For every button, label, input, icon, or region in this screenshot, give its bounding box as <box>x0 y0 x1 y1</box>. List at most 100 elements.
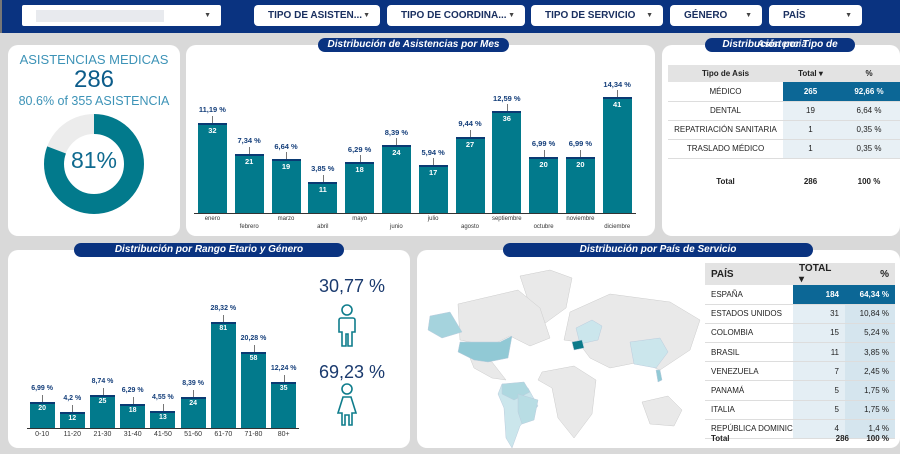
cell-pct: 1,75 % <box>845 400 895 420</box>
label-leader-line <box>617 90 619 98</box>
cell-pct: 2,45 % <box>845 361 895 382</box>
map-usa <box>457 335 513 363</box>
bar[interactable] <box>271 382 297 428</box>
bar-percent-label: 5,94 % <box>421 147 445 157</box>
bar-value-label: 20 <box>576 159 585 169</box>
label-leader-line <box>42 394 44 402</box>
bar-percent-label: 11,19 % <box>198 105 226 115</box>
bar[interactable] <box>271 159 301 213</box>
bar-value-label: 20 <box>539 159 548 169</box>
bar[interactable] <box>241 351 266 428</box>
donut-fill <box>44 114 144 214</box>
cell-type: MÉDICO <box>668 82 783 102</box>
map-spain <box>571 339 585 351</box>
kpi-subtitle: 80.6% of 355 ASISTENCIA <box>18 94 170 108</box>
bar-percent-label: 8,39 % <box>182 379 204 387</box>
bar[interactable] <box>529 156 559 213</box>
monthly-chart-title: Distribución de Asistencias por Mes <box>318 38 509 52</box>
cell-pct: 64,34 % <box>845 285 895 305</box>
bar-percent-label: 20,28 % <box>240 334 267 342</box>
bar[interactable] <box>308 181 338 213</box>
filter-label: TIPO DE ASISTEN... <box>268 10 363 21</box>
world-map[interactable] <box>420 262 705 448</box>
filter-label: PAÍS <box>783 10 806 21</box>
chevron-down-icon: ▼ <box>204 12 211 19</box>
cell-pct: 92,66 % <box>838 82 900 102</box>
table-row[interactable]: BRASIL 11 3,85 % <box>705 342 895 363</box>
bar[interactable] <box>150 410 176 428</box>
bar-percent-label: 28,32 % <box>210 304 237 312</box>
filter-dropdown-search[interactable]: ▼ <box>22 5 221 26</box>
cell-pct: 1,4 % <box>845 419 895 440</box>
table-row[interactable]: MÉDICO 265 92,66 % <box>668 82 900 102</box>
cell-country: ITALIA <box>705 400 793 420</box>
female-percent: 69,23 % <box>319 362 386 382</box>
label-leader-line <box>396 138 398 146</box>
x-tick-label: marzo <box>277 216 295 222</box>
label-leader-line <box>249 146 251 154</box>
col-header-pct[interactable]: % <box>838 65 900 82</box>
bar[interactable] <box>381 145 411 213</box>
bar-percent-label: 4,2 % <box>63 395 82 403</box>
table-row[interactable]: REPATRIACIÓN SANITARIA 1 0,35 % <box>668 120 900 140</box>
x-tick-label: julio <box>427 216 439 222</box>
x-tick-label: junio <box>390 224 403 230</box>
bar[interactable] <box>492 111 522 213</box>
bar[interactable] <box>234 153 264 213</box>
table-row[interactable]: DENTAL 19 6,64 % <box>668 101 900 121</box>
col-header-pais[interactable]: PAÍS <box>705 263 793 285</box>
table-row[interactable]: VENEZUELA 7 2,45 % <box>705 361 895 382</box>
cell-pct: 10,84 % <box>845 304 895 324</box>
bar[interactable] <box>210 321 236 428</box>
female-icon <box>336 383 358 426</box>
chevron-down-icon: ▼ <box>845 12 852 19</box>
bar[interactable] <box>180 396 206 428</box>
map-philippines <box>655 369 663 383</box>
cell-total: 7 <box>793 361 845 382</box>
bar[interactable] <box>29 401 55 428</box>
total-pct: 100 % <box>866 434 889 443</box>
table-row[interactable]: TRASLADO MÉDICO 1 0,35 % <box>668 139 900 159</box>
x-tick-label: abril <box>317 224 329 230</box>
col-header-tipo[interactable]: Tipo de Asis <box>668 65 783 82</box>
kpi-title: ASISTENCIAS MEDICAS <box>19 52 169 67</box>
col-header-pct[interactable]: % <box>845 263 895 285</box>
bar[interactable] <box>345 162 375 213</box>
bar[interactable] <box>120 404 146 428</box>
filter-label: TIPO DE COORDINA... <box>401 10 507 21</box>
bar-value-label: 27 <box>465 139 475 149</box>
filter-pais[interactable]: PAÍS ▼ <box>769 5 862 26</box>
bar[interactable] <box>602 97 632 213</box>
bar[interactable] <box>90 395 115 428</box>
label-leader-line <box>283 375 285 383</box>
filter-tipo-asistencia[interactable]: TIPO DE ASISTEN... ▼ <box>254 5 380 26</box>
male-percent: 30,77 % <box>319 276 386 296</box>
label-leader-line <box>359 155 361 163</box>
bar[interactable] <box>418 165 448 213</box>
bar-percent-label: 6,99 % <box>531 139 556 149</box>
bar[interactable] <box>565 156 595 213</box>
x-tick-label: 21-30 <box>93 431 112 438</box>
bar-value-label: 36 <box>502 114 511 124</box>
table-row[interactable]: ESTADOS UNIDOS 31 10,84 % <box>705 304 895 324</box>
table-row[interactable]: REPÚBLICA DOMINICANA41,4 % <box>705 419 895 440</box>
table-row[interactable]: ESPAÑA 184 64,34 % <box>705 285 895 305</box>
x-tick-label: mayo <box>352 216 367 222</box>
bar[interactable] <box>455 136 485 213</box>
col-header-total[interactable]: TOTAL ▾ <box>793 263 845 285</box>
filter-tipo-coordinacion[interactable]: TIPO DE COORDINA... ▼ <box>387 5 525 26</box>
cell-country: PANAMÁ <box>705 380 793 401</box>
col-header-total[interactable]: Total ▾ <box>783 65 838 82</box>
cell-total: 19 <box>783 101 838 121</box>
filter-genero[interactable]: GÉNERO ▼ <box>670 5 762 26</box>
filter-tipo-servicio[interactable]: TIPO DE SERVICIO ▼ <box>531 5 663 26</box>
bar[interactable] <box>197 122 227 213</box>
table-row[interactable]: ITALIA 5 1,75 % <box>705 400 895 420</box>
table-row[interactable]: COLOMBIA 15 5,24 % <box>705 323 895 344</box>
cell-total: 184 <box>793 285 845 305</box>
table-row[interactable]: PANAMÁ 5 1,75 % <box>705 380 895 401</box>
x-tick-label: 80+ <box>277 431 290 438</box>
bar[interactable] <box>59 412 85 428</box>
x-tick-label: enero <box>204 216 221 222</box>
country-table: PAÍS TOTAL ▾ % ESPAÑA 184 64,34 % ESTADOS U… <box>705 263 895 440</box>
